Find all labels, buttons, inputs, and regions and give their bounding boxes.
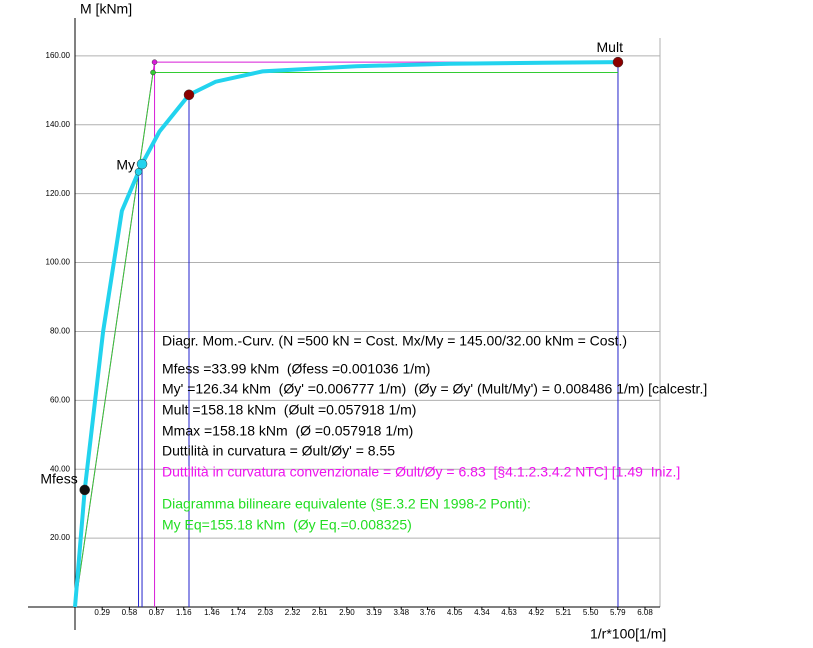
point xyxy=(151,59,158,65)
y-tick-label: 40.00 xyxy=(50,464,71,473)
x-tick-label: 0.29 xyxy=(94,608,110,617)
annotation: Mult =158.18 kNm (Øult =0.057918 1/m) xyxy=(162,402,416,418)
y-tick-label: 80.00 xyxy=(50,327,71,336)
point xyxy=(150,69,156,76)
x-tick-label: 0.58 xyxy=(122,608,138,617)
y-tick-label: 140.00 xyxy=(46,120,71,129)
x-tick-label: 4.63 xyxy=(501,608,517,617)
point-label: Mult xyxy=(597,39,624,55)
point-label: Mfess xyxy=(40,471,77,487)
x-tick-label: 0.87 xyxy=(149,608,165,617)
annotation: Diagr. Mom.-Curv. (N =500 kN = Cost. Mx/… xyxy=(162,333,627,349)
y-tick-label: 100.00 xyxy=(46,258,71,267)
point xyxy=(612,56,624,68)
annotation: My' =126.34 kNm (Øy' =0.006777 1/m) (Øy … xyxy=(162,381,707,397)
x-tick-label: 3.19 xyxy=(366,608,382,617)
x-tick-label: 1.46 xyxy=(204,608,220,617)
point xyxy=(136,158,148,170)
y-tick-label: 20.00 xyxy=(50,533,71,542)
x-tick-label: 6.08 xyxy=(637,608,653,617)
x-tick-label: 2.32 xyxy=(285,608,301,617)
x-tick-label: 4.05 xyxy=(447,608,463,617)
x-tick-label: 1.16 xyxy=(176,608,192,617)
x-axis-label: 1/r*100[1/m] xyxy=(590,626,666,642)
x-tick-label: 5.50 xyxy=(583,608,599,617)
y-tick-label: 160.00 xyxy=(46,51,71,60)
annotation: Duttilità in curvatura = Øult/Øy' = 8.55 xyxy=(162,443,395,459)
x-tick-label: 5.21 xyxy=(556,608,572,617)
x-tick-label: 3.76 xyxy=(420,608,436,617)
annotation: Duttilità in curvatura convenzionale = Ø… xyxy=(162,464,680,480)
point-label: My xyxy=(116,157,135,173)
annotation: Mfess =33.99 kNm (Øfess =0.001036 1/m) xyxy=(162,361,430,377)
point xyxy=(79,484,90,496)
annotation: Diagramma bilineare equivalente (§E.3.2 … xyxy=(162,496,531,512)
point xyxy=(134,168,143,176)
series-line xyxy=(73,60,618,608)
y-axis-label: M [kNm] xyxy=(80,1,132,17)
x-tick-label: 4.92 xyxy=(528,608,544,617)
x-tick-label: 4.34 xyxy=(474,608,490,617)
point xyxy=(183,89,195,101)
y-tick-label: 60.00 xyxy=(50,395,71,404)
y-tick-label: 120.00 xyxy=(46,189,71,198)
x-tick-label: 1.74 xyxy=(230,608,246,617)
x-tick-label: 3.48 xyxy=(393,608,409,617)
x-tick-label: 2.61 xyxy=(312,608,328,617)
x-tick-label: 2.03 xyxy=(258,608,274,617)
x-tick-label: 5.79 xyxy=(610,608,626,617)
x-tick-label: 2.90 xyxy=(339,608,355,617)
annotation: My Eq=155.18 kNm (Øy Eq.=0.008325) xyxy=(162,517,412,533)
annotation: Mmax =158.18 kNm (Ø =0.057918 1/m) xyxy=(162,423,413,439)
